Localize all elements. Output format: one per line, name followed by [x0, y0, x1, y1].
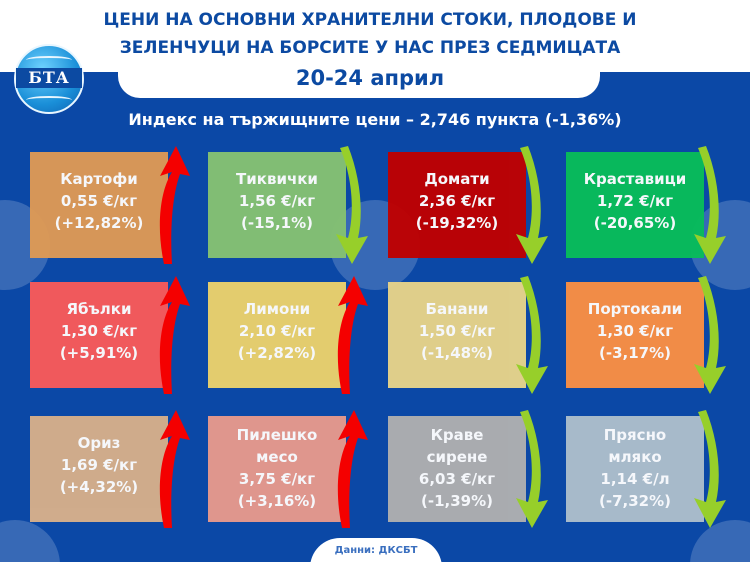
price-change: (-19,32%): [415, 214, 499, 232]
price-change: (+2,82%): [237, 344, 317, 362]
bta-logo: БТА: [14, 44, 84, 114]
arrow-down-icon: [516, 276, 548, 394]
price-card: Тиквички 1,56 €/кг (-15,1%): [208, 152, 346, 258]
price-change: (-1,48%): [421, 344, 493, 362]
price-change: (+3,16%): [237, 492, 317, 510]
arrow-up-icon: [159, 410, 190, 528]
product-price: 1,30 €/кг: [596, 322, 674, 340]
product-name: Тиквички: [236, 170, 318, 188]
product-name: Портокали: [587, 300, 683, 318]
logo-arc: [26, 56, 72, 64]
price-card: Домати 2,36 €/кг (-19,32%): [388, 152, 526, 258]
price-card: Ориз 1,69 €/кг (+4,32%): [30, 416, 168, 522]
date-range: 20-24 април: [295, 66, 445, 90]
product-name: месо: [256, 448, 298, 466]
product-price: 1,56 €/кг: [238, 192, 316, 210]
product-price: 6,03 €/кг: [418, 470, 496, 488]
product-price: 2,36 €/кг: [418, 192, 496, 210]
price-change: (-7,32%): [599, 492, 671, 510]
price-card: Лимони 2,10 €/кг (+2,82%): [208, 282, 346, 388]
market-price-index: Индекс на тържищните цени – 2,746 пункта…: [128, 110, 622, 129]
bg-logo-decoration: [0, 520, 60, 562]
arrow-down-icon: [694, 410, 726, 528]
product-name: Банани: [425, 300, 489, 318]
product-name: Ябълки: [66, 300, 132, 318]
price-change: (+4,32%): [59, 478, 139, 496]
data-source: Данни: ДКСБТ: [310, 538, 442, 562]
price-change: (-20,65%): [593, 214, 677, 232]
price-card: Ябълки 1,30 €/кг (+5,91%): [30, 282, 168, 388]
arrow-down-icon: [336, 146, 368, 264]
price-card: Портокали 1,30 €/кг (-3,17%): [566, 282, 704, 388]
product-price: 1,50 €/кг: [418, 322, 496, 340]
product-price: 1,69 €/кг: [60, 456, 138, 474]
product-price: 1,14 €/л: [600, 470, 670, 488]
product-price: 3,75 €/кг: [238, 470, 316, 488]
product-name: Краставици: [583, 170, 687, 188]
price-change: (+12,82%): [54, 214, 144, 232]
product-price: 2,10 €/кг: [238, 322, 316, 340]
title-line-2: ЗЕЛЕНЧУЦИ НА БОРСИТЕ У НАС ПРЕЗ СЕДМИЦАТ…: [119, 38, 621, 58]
product-price: 1,30 €/кг: [60, 322, 138, 340]
product-name: сирене: [426, 448, 488, 466]
product-name: Домати: [424, 170, 490, 188]
price-card: Пилешко месо 3,75 €/кг (+3,16%): [208, 416, 346, 522]
arrow-down-icon: [694, 276, 726, 394]
product-name: Картофи: [60, 170, 138, 188]
price-card: Краве сирене 6,03 €/кг (-1,39%): [388, 416, 526, 522]
arrow-down-icon: [694, 146, 726, 264]
title-line-1: ЦЕНИ НА ОСНОВНИ ХРАНИТЕЛНИ СТОКИ, ПЛОДОВ…: [103, 10, 637, 30]
product-price: 0,55 €/кг: [60, 192, 138, 210]
price-change: (-1,39%): [421, 492, 493, 510]
product-name: Лимони: [243, 300, 311, 318]
price-card: Краставици 1,72 €/кг (-20,65%): [566, 152, 704, 258]
logo-text: БТА: [16, 68, 82, 88]
price-card: Картофи 0,55 €/кг (+12,82%): [30, 152, 168, 258]
arrow-down-icon: [516, 146, 548, 264]
price-change: (+5,91%): [59, 344, 139, 362]
price-card: Банани 1,50 €/кг (-1,48%): [388, 282, 526, 388]
logo-arc: [26, 96, 72, 104]
arrow-up-icon: [159, 146, 190, 264]
arrow-up-icon: [159, 276, 190, 394]
product-price: 1,72 €/кг: [596, 192, 674, 210]
price-change: (-15,1%): [241, 214, 313, 232]
arrow-up-icon: [337, 276, 368, 394]
arrow-up-icon: [337, 410, 368, 528]
product-name: Пилешко: [236, 426, 318, 444]
product-name: Прясно: [603, 426, 667, 444]
product-name: Ориз: [77, 434, 121, 452]
price-card: Прясно мляко 1,14 €/л (-7,32%): [566, 416, 704, 522]
header-tab: [118, 60, 600, 98]
product-name: Краве: [430, 426, 484, 444]
product-name: мляко: [608, 448, 662, 466]
arrow-down-icon: [516, 410, 548, 528]
price-change: (-3,17%): [599, 344, 671, 362]
